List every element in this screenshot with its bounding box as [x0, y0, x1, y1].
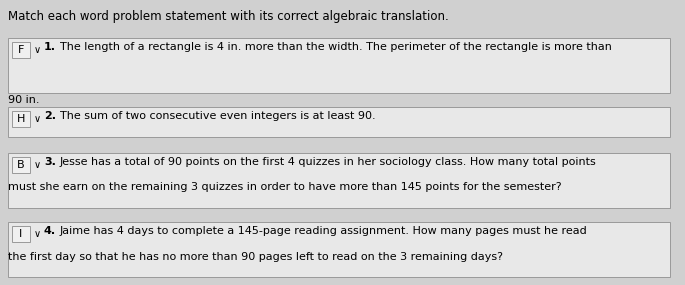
Text: B: B: [17, 160, 25, 170]
Text: ∨: ∨: [34, 114, 41, 124]
Text: must she earn on the remaining 3 quizzes in order to have more than 145 points f: must she earn on the remaining 3 quizzes…: [8, 182, 562, 192]
Text: The length of a rectangle is 4 in. more than the width. The perimeter of the rec: The length of a rectangle is 4 in. more …: [60, 42, 612, 52]
Text: The sum of two consecutive even integers is at least 90.: The sum of two consecutive even integers…: [60, 111, 375, 121]
Text: Match each word problem statement with its correct algebraic translation.: Match each word problem statement with i…: [8, 10, 449, 23]
Text: I: I: [19, 229, 23, 239]
Text: ∨: ∨: [34, 160, 41, 170]
FancyBboxPatch shape: [12, 42, 30, 58]
Text: Jesse has a total of 90 points on the first 4 quizzes in her sociology class. Ho: Jesse has a total of 90 points on the fi…: [60, 157, 597, 167]
FancyBboxPatch shape: [12, 226, 30, 242]
FancyBboxPatch shape: [8, 153, 670, 208]
FancyBboxPatch shape: [8, 107, 670, 137]
Text: ∨: ∨: [34, 45, 41, 55]
FancyBboxPatch shape: [8, 38, 670, 93]
Text: 3.: 3.: [44, 157, 56, 167]
Text: the first day so that he has no more than 90 pages left to read on the 3 remaini: the first day so that he has no more tha…: [8, 251, 503, 262]
Text: Jaime has 4 days to complete a 145-page reading assignment. How many pages must : Jaime has 4 days to complete a 145-page …: [60, 226, 588, 236]
FancyBboxPatch shape: [12, 111, 30, 127]
Text: 1.: 1.: [44, 42, 56, 52]
Text: 90 in.: 90 in.: [8, 95, 40, 105]
FancyBboxPatch shape: [8, 222, 670, 277]
Text: F: F: [18, 45, 24, 55]
FancyBboxPatch shape: [12, 157, 30, 173]
Text: ∨: ∨: [34, 229, 41, 239]
Text: 2.: 2.: [44, 111, 56, 121]
Text: 4.: 4.: [44, 226, 56, 236]
Text: H: H: [17, 114, 25, 124]
